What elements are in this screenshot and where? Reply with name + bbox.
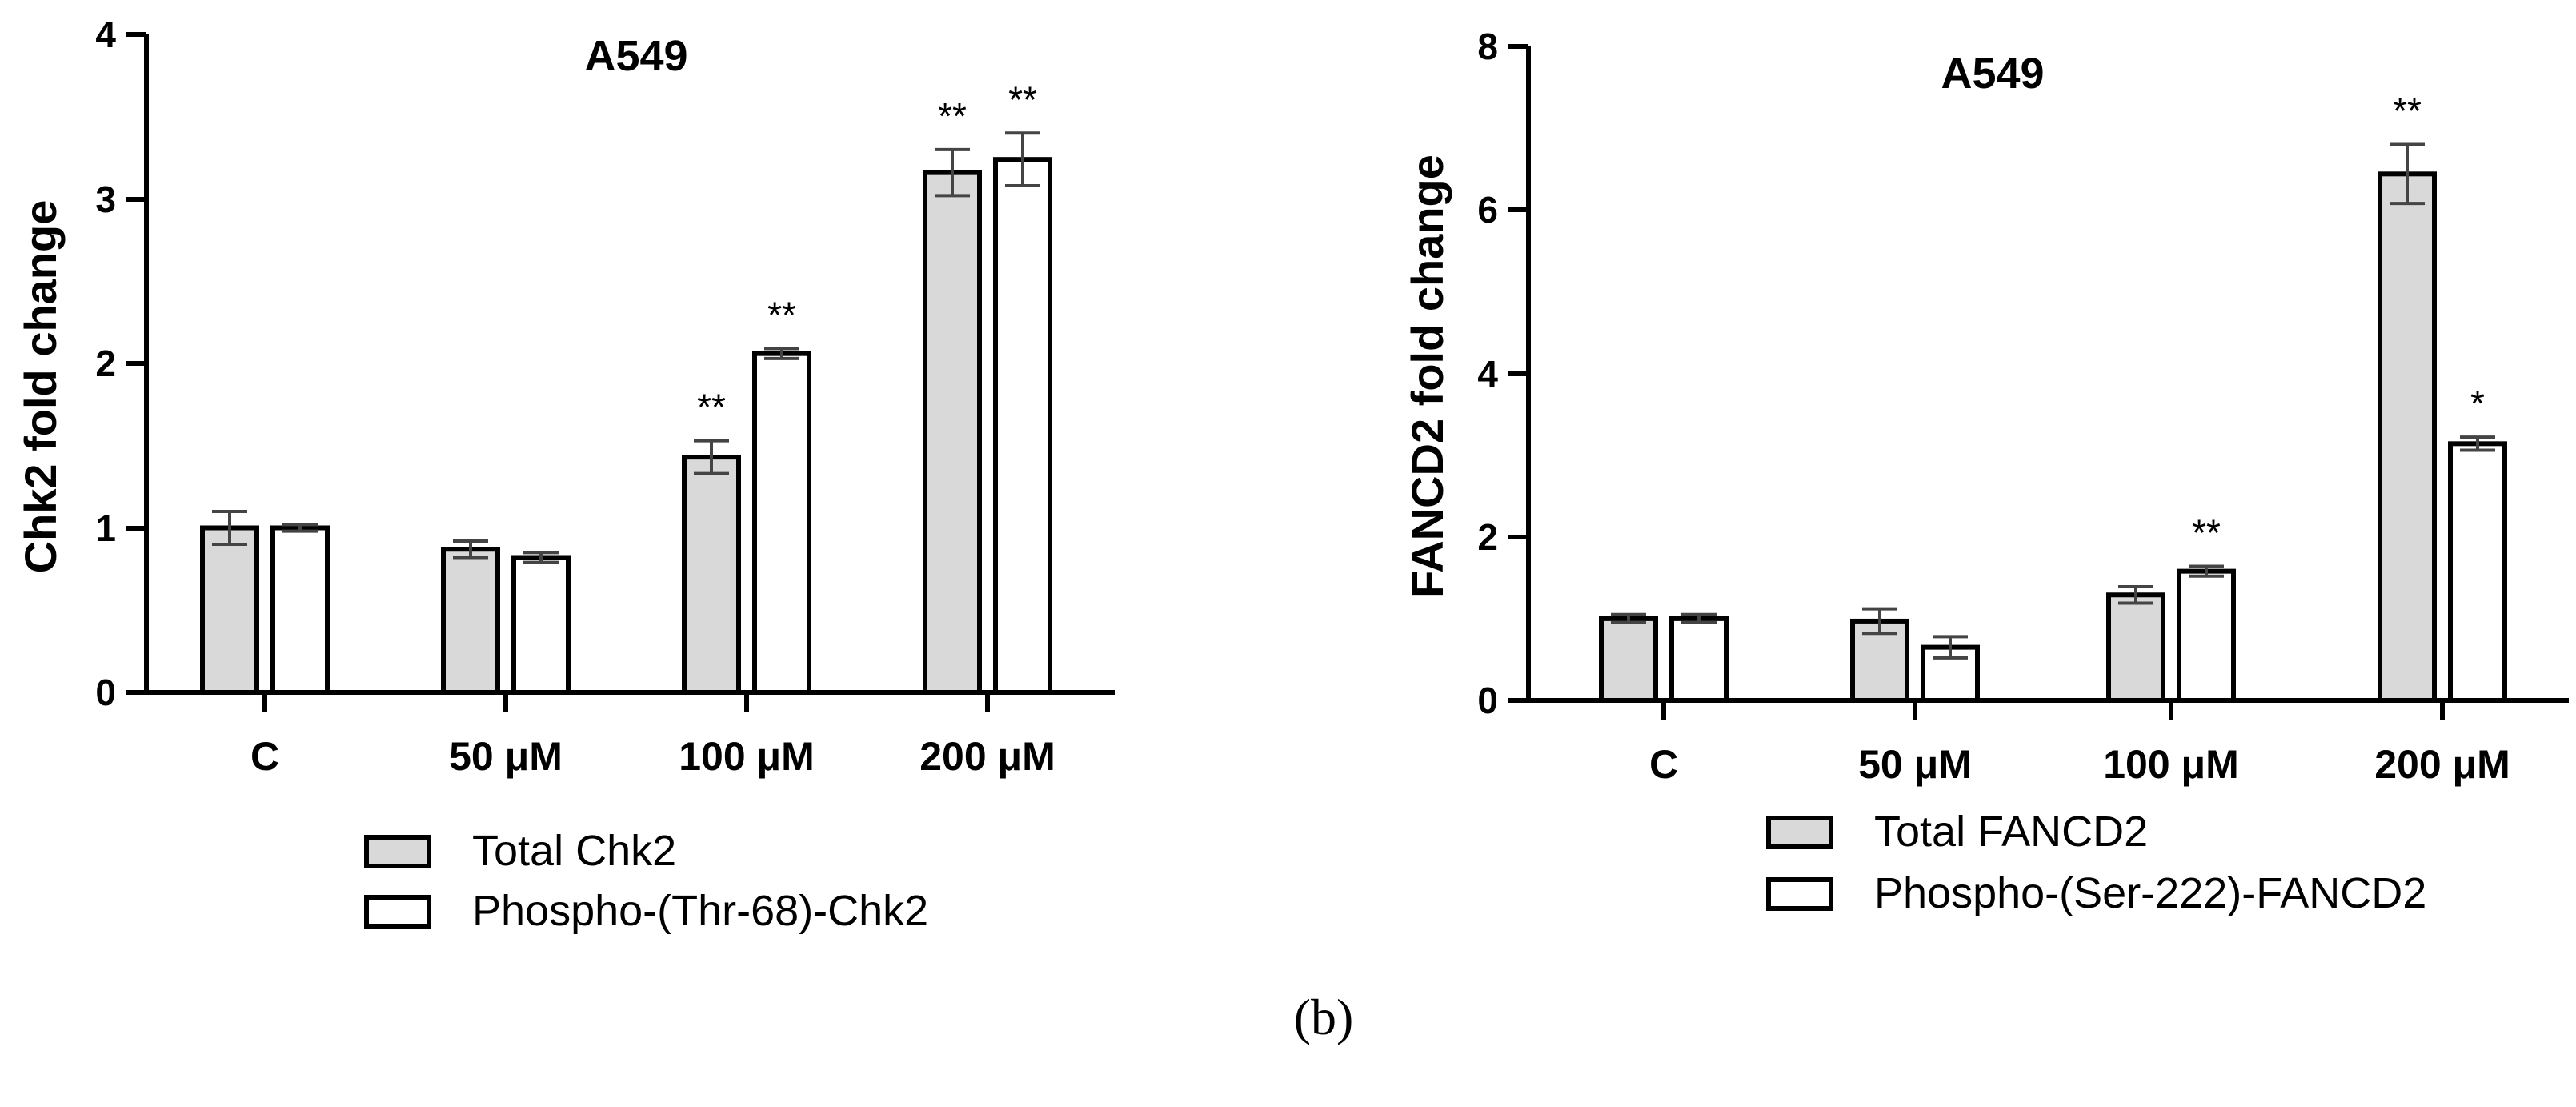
x-category-label: 100 μM — [679, 734, 815, 779]
error-bar-group — [212, 131, 1040, 564]
bar-group — [200, 157, 1052, 696]
bar-total — [1599, 616, 1658, 703]
x-category-label: 50 μM — [449, 734, 563, 779]
x-category-label: 50 μM — [1858, 742, 1972, 787]
chart-chk2: A549 Chk2 fold change ** ** ** ** 0 1 2 3 4 — [15, 14, 1115, 935]
significance-marker: ** — [938, 95, 967, 137]
significance-marker: ** — [767, 295, 796, 336]
x-category-label: 100 μM — [2103, 742, 2239, 787]
x-category-label: 200 μM — [2374, 742, 2510, 787]
bar-phospho — [2177, 568, 2236, 704]
x-tick-marks — [262, 692, 990, 712]
x-category-label: C — [250, 734, 279, 779]
y-tick-label: 1 — [95, 507, 116, 549]
legend-swatch-total — [364, 835, 431, 868]
significance-marker: * — [2470, 383, 2485, 424]
error-bar-group — [1611, 142, 2495, 660]
y-tick-label: 6 — [1477, 189, 1498, 231]
bar-total — [2106, 592, 2165, 703]
y-tick-label: 0 — [1477, 680, 1498, 721]
bar-total — [923, 170, 982, 695]
legend-label-phospho: Phospho-(Ser-222)-FANCD2 — [1874, 869, 2426, 917]
y-tick-label: 8 — [1477, 26, 1498, 67]
legend-swatch-phospho — [1766, 877, 1833, 911]
bar-total — [682, 455, 741, 695]
y-tick-label: 2 — [1477, 516, 1498, 558]
bar-total — [441, 547, 500, 696]
panel-label: (b) — [1294, 989, 1354, 1045]
y-tick-label: 2 — [95, 343, 116, 384]
significance-group: ** ** ** ** — [697, 78, 1037, 427]
y-tick-labels: 0 1 2 3 4 — [95, 14, 116, 713]
bar-phospho — [993, 157, 1052, 695]
legend: Total FANCD2 Phospho-(Ser-222)-FANCD2 — [1766, 808, 2426, 917]
legend: Total Chk2 Phospho-(Thr-68)-Chk2 — [364, 827, 928, 935]
chart-fancd2: A549 FANCD2 fold change ***** 0 2 4 6 8 — [1402, 26, 2569, 917]
bar-phospho — [2448, 441, 2507, 703]
x-category-labels: C 50 μM 100 μM 200 μM — [1649, 742, 2510, 787]
bar-phospho — [270, 525, 330, 695]
y-tick-labels: 0 2 4 6 8 — [1477, 26, 1498, 721]
bar-total — [2378, 171, 2437, 703]
y-axis-label: Chk2 fold change — [15, 200, 66, 574]
significance-marker: ** — [2192, 512, 2221, 554]
bar-phospho — [1669, 616, 1729, 703]
x-category-label: C — [1649, 742, 1678, 787]
legend-swatch-phospho — [364, 895, 431, 929]
significance-marker: ** — [1008, 78, 1037, 120]
legend-label-total: Total FANCD2 — [1874, 808, 2148, 856]
bar-total — [200, 525, 259, 695]
x-category-label: 200 μM — [919, 734, 1056, 779]
bar-phospho — [752, 351, 811, 695]
legend-label-total: Total Chk2 — [472, 827, 676, 875]
legend-label-phospho: Phospho-(Thr-68)-Chk2 — [472, 887, 928, 935]
bar-group — [1599, 171, 2507, 704]
x-category-labels: C 50 μM 100 μM 200 μM — [250, 734, 1056, 779]
y-tick-marks — [126, 32, 146, 695]
significance-marker: ** — [697, 387, 726, 428]
y-tick-label: 4 — [1477, 353, 1498, 395]
chart-title: A549 — [584, 32, 687, 80]
significance-marker: ** — [2393, 90, 2422, 132]
chart-title: A549 — [1941, 50, 2044, 98]
bar-phospho — [511, 555, 571, 695]
legend-swatch-total — [1766, 816, 1833, 849]
x-tick-marks — [1661, 700, 2445, 720]
y-tick-label: 4 — [95, 14, 116, 55]
y-tick-marks — [1508, 44, 1528, 703]
y-tick-label: 0 — [95, 672, 116, 713]
y-axis-label: FANCD2 fold change — [1402, 154, 1452, 598]
significance-group: ***** — [2192, 90, 2485, 554]
y-tick-label: 3 — [95, 178, 116, 220]
